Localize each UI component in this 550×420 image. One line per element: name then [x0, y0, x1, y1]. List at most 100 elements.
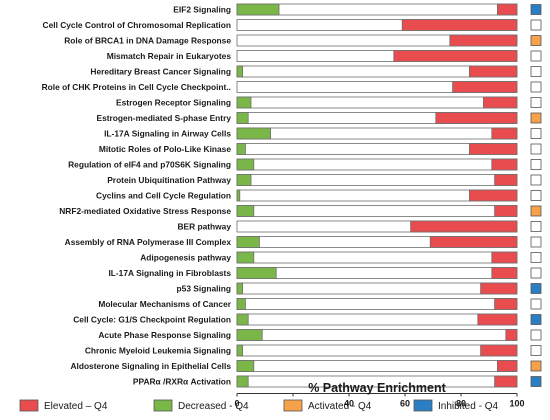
bar-elevated: [480, 282, 518, 295]
bar-decreased: [236, 158, 255, 171]
bar-elevated: [410, 220, 518, 233]
bar-background: [236, 158, 518, 171]
bar-decreased: [236, 344, 243, 357]
bar-elevated: [468, 143, 518, 155]
status-box: [530, 205, 542, 217]
pathway-label: Regulation of eIF4 and p70S6K Signaling: [68, 160, 231, 170]
bar-decreased: [236, 127, 271, 140]
status-box: [530, 252, 542, 263]
legend-label: Inhibited - Q4: [438, 401, 498, 412]
pathway-labels: EIF2 Signaling Cell Cycle Control of Chro…: [42, 5, 232, 387]
pathway-label: NRF2-mediated Oxidative Stress Response: [59, 206, 231, 216]
status-box: [530, 143, 542, 155]
status-box: [530, 345, 542, 356]
bar-decreased: [236, 329, 263, 341]
bar-background: [236, 344, 518, 357]
pathway-label: Chronic Myeloid Leukemia Signaling: [85, 346, 231, 356]
bar-elevated: [494, 298, 518, 310]
x-tick-label: 0: [234, 399, 239, 409]
bar-background: [236, 329, 518, 341]
status-box: [530, 283, 542, 294]
bar-elevated: [393, 50, 518, 62]
bar-elevated: [491, 251, 518, 264]
bar-elevated: [496, 360, 518, 372]
bar-elevated: [429, 236, 518, 248]
bar-background: [236, 205, 518, 217]
status-box: [530, 236, 542, 248]
bar-decreased: [236, 96, 252, 109]
bar-elevated: [468, 65, 518, 78]
pathway-label: Protein Ubiquitination Pathway: [107, 175, 231, 185]
legend-label: Decreased - Q4: [178, 401, 249, 412]
pathway-label: Mitotic Roles of Polo-Like Kinase: [99, 144, 231, 154]
pathway-label: Adipogenesis pathway: [140, 253, 231, 263]
bar-decreased: [236, 360, 255, 372]
pathway-label: Cell Cycle Control of Chromosomal Replic…: [43, 20, 231, 30]
pathway-label: Role of CHK Proteins in Cell Cycle Check…: [42, 82, 231, 92]
pathway-label: Assembly of RNA Polymerase III Complex: [65, 237, 232, 247]
legend-swatch: [283, 399, 303, 412]
pathway-label: Aldosterone Signaling in Epithelial Cell…: [70, 361, 231, 371]
x-tick-label: 40: [344, 399, 354, 409]
bar-elevated: [494, 205, 518, 217]
status-box: [530, 19, 542, 31]
status-box: [530, 190, 542, 201]
status-box: [530, 50, 542, 62]
pathway-label: PPARα /RXRα Activation: [133, 377, 231, 387]
status-box: [530, 4, 542, 15]
bar-background: [236, 282, 518, 295]
status-box: [530, 128, 542, 139]
bar-background: [236, 251, 518, 264]
legend-swatch: [413, 399, 433, 412]
pathway-label: Mismatch Repair in Eukaryotes: [107, 51, 232, 61]
bar-decreased: [236, 189, 241, 202]
status-box: [530, 97, 542, 108]
status-box: [530, 267, 542, 279]
status-box: [530, 174, 542, 186]
status-box: [530, 298, 542, 310]
x-tick-label: 60: [400, 399, 410, 409]
pathway-label: p53 Signaling: [177, 284, 231, 294]
status-box: [530, 81, 542, 93]
legend-label: Activated - Q4: [308, 401, 372, 412]
bar-elevated: [496, 3, 518, 16]
bar-elevated: [491, 127, 518, 140]
pathway-label: IL-17A Signaling in Fibroblasts: [108, 268, 231, 278]
x-axis-title: % Pathway Enrichment: [308, 381, 446, 395]
bar-background: [236, 96, 518, 109]
status-box: [530, 159, 542, 170]
bar-elevated: [477, 313, 518, 326]
pathway-label: IL-17A Signaling in Airway Cells: [104, 129, 231, 139]
bar-background: [236, 313, 518, 326]
status-box: [530, 35, 542, 46]
status-box: [530, 314, 542, 325]
status-box: [530, 376, 542, 387]
bar-decreased: [236, 267, 277, 279]
bar-elevated: [505, 329, 518, 341]
bar-decreased: [236, 298, 246, 310]
status-box: [530, 66, 542, 77]
bar-background: [236, 127, 518, 140]
legend: Elevated – Q4 Decreased - Q4 Activated - Q…: [19, 399, 498, 412]
bar-decreased: [236, 174, 252, 186]
bar-elevated: [449, 34, 518, 47]
legend-label: Elevated – Q4: [44, 401, 108, 412]
status-box: [530, 329, 542, 341]
pathway-label: BER pathway: [177, 222, 231, 232]
status-box: [530, 221, 542, 232]
legend-swatch: [19, 399, 39, 412]
pathway-label: Hereditary Breast Cancer Signaling: [90, 67, 231, 77]
legend-swatch: [153, 399, 173, 412]
pathway-label: EIF2 Signaling: [173, 5, 231, 15]
bar-decreased: [236, 282, 243, 295]
bar-decreased: [236, 205, 255, 217]
x-tick-label: 80: [456, 399, 466, 409]
status-box: [530, 360, 542, 372]
pathway-label: Cyclins and Cell Cycle Regulation: [96, 191, 231, 201]
bar-elevated: [401, 19, 518, 31]
bar-elevated: [491, 158, 518, 171]
pathway-label: Molecular Mechanisms of Cancer: [98, 299, 231, 309]
pathway-label: Acute Phase Response Signaling: [98, 330, 231, 340]
bar-background: [236, 174, 518, 186]
